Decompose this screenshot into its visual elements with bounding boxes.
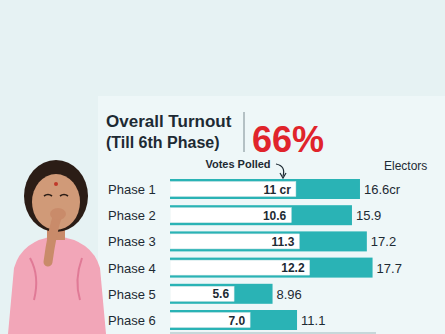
category-label: Phase 2 (108, 208, 156, 223)
subtitle: (Till 6th Phase) (106, 134, 220, 151)
illustration (8, 160, 106, 334)
panel (98, 96, 445, 334)
bar (170, 258, 373, 278)
chart: Overall Turnout (Till 6th Phase) 66%Votes … (0, 0, 445, 334)
bar (170, 208, 291, 223)
legend-arrow (276, 164, 284, 176)
data-label: 11.3 (272, 235, 295, 249)
legend-arrow-head (280, 173, 286, 178)
data-label: 7.0 (228, 314, 245, 328)
x-axis (170, 333, 376, 334)
data-label: 11 cr (264, 183, 292, 197)
eyes (44, 195, 68, 197)
divider (244, 112, 245, 152)
data-label: 15.9 (356, 208, 381, 223)
title: Overall Turnout (106, 112, 232, 131)
data-label: 11.1 (301, 313, 325, 328)
category-label: Phase 4 (108, 261, 156, 276)
data-label: 5.6 (212, 287, 229, 301)
bar (170, 234, 299, 249)
annotation: 66% (252, 119, 324, 160)
data-label: 16.6cr (364, 182, 401, 197)
bar (170, 286, 234, 301)
bar (170, 313, 250, 328)
hand (50, 208, 66, 220)
data-label: 17.2 (371, 234, 396, 249)
bar (170, 205, 352, 225)
bar (170, 231, 367, 251)
bindi (54, 182, 58, 186)
bar (170, 182, 296, 197)
data-label: 17.7 (377, 261, 402, 276)
bar (170, 284, 273, 304)
category-label: Phase 6 (108, 313, 156, 328)
legend-label: Votes Polled (205, 158, 270, 170)
bar (170, 179, 360, 199)
data-label: 10.6 (263, 209, 287, 223)
legend-label: Electors (384, 159, 427, 173)
bar (170, 260, 310, 275)
bars (170, 179, 373, 330)
bar (170, 310, 297, 330)
data-label: 8.96 (277, 287, 302, 302)
category-label: Phase 3 (108, 234, 156, 249)
dress-pattern (30, 258, 82, 300)
labels: Phase 1 16.6cr 11 cr Phase 2 15.9 10.6 Phase 3… (108, 182, 402, 328)
category-label: Phase 1 (108, 182, 156, 197)
data-label: 12.2 (281, 261, 305, 275)
dress (8, 236, 106, 334)
category-label: Phase 5 (108, 287, 156, 302)
arm (48, 214, 58, 262)
